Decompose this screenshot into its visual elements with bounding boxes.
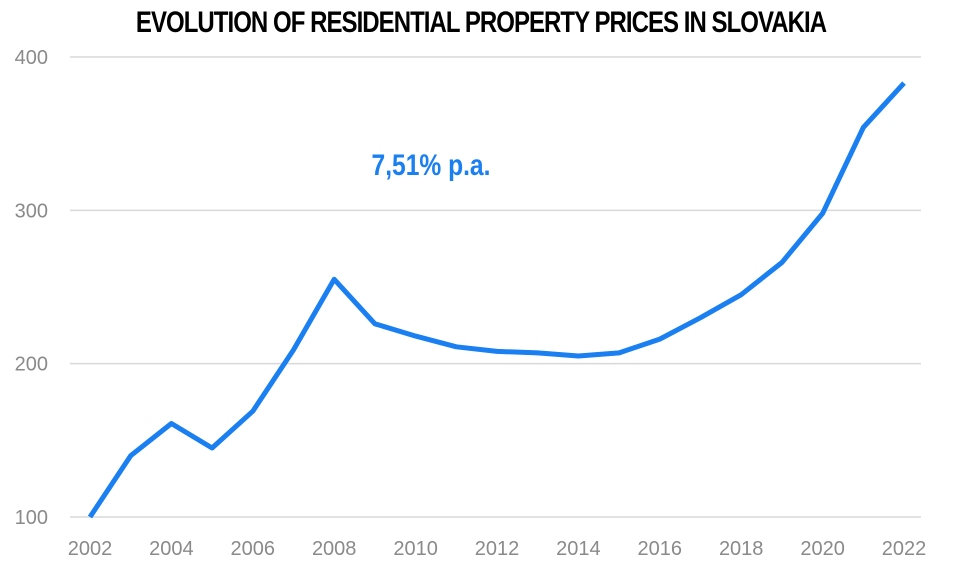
x-tick-label: 2016 (638, 538, 683, 560)
x-tick-label: 2010 (393, 538, 438, 560)
x-tick-label: 2004 (149, 538, 194, 560)
gridlines (70, 56, 921, 518)
x-tick-label: 2008 (312, 538, 357, 560)
x-tick-label: 2012 (475, 538, 520, 560)
y-tick-label: 100 (15, 507, 48, 529)
x-tick-label: 2002 (68, 538, 113, 560)
y-axis-tick-labels: 100 200 300 400 (15, 47, 48, 529)
growth-rate-annotation: 7,51% p.a. (372, 148, 491, 182)
y-tick-label: 400 (15, 47, 48, 69)
y-tick-label: 200 (15, 354, 48, 376)
x-tick-label: 2006 (231, 538, 276, 560)
series-line (87, 81, 906, 519)
x-tick-label: 2014 (556, 538, 601, 560)
x-axis-tick-labels: 2002 2004 2006 2008 2010 2012 2014 2016 2018 2020… (68, 538, 927, 560)
x-tick-label: 2020 (800, 538, 845, 560)
chart-title: EVOLUTION OF RESIDENTIAL PROPERTY PRICES… (135, 6, 827, 39)
y-tick-label: 300 (15, 200, 48, 222)
x-tick-label: 2022 (882, 538, 927, 560)
x-tick-label: 2018 (719, 538, 764, 560)
series-layer (87, 81, 906, 519)
